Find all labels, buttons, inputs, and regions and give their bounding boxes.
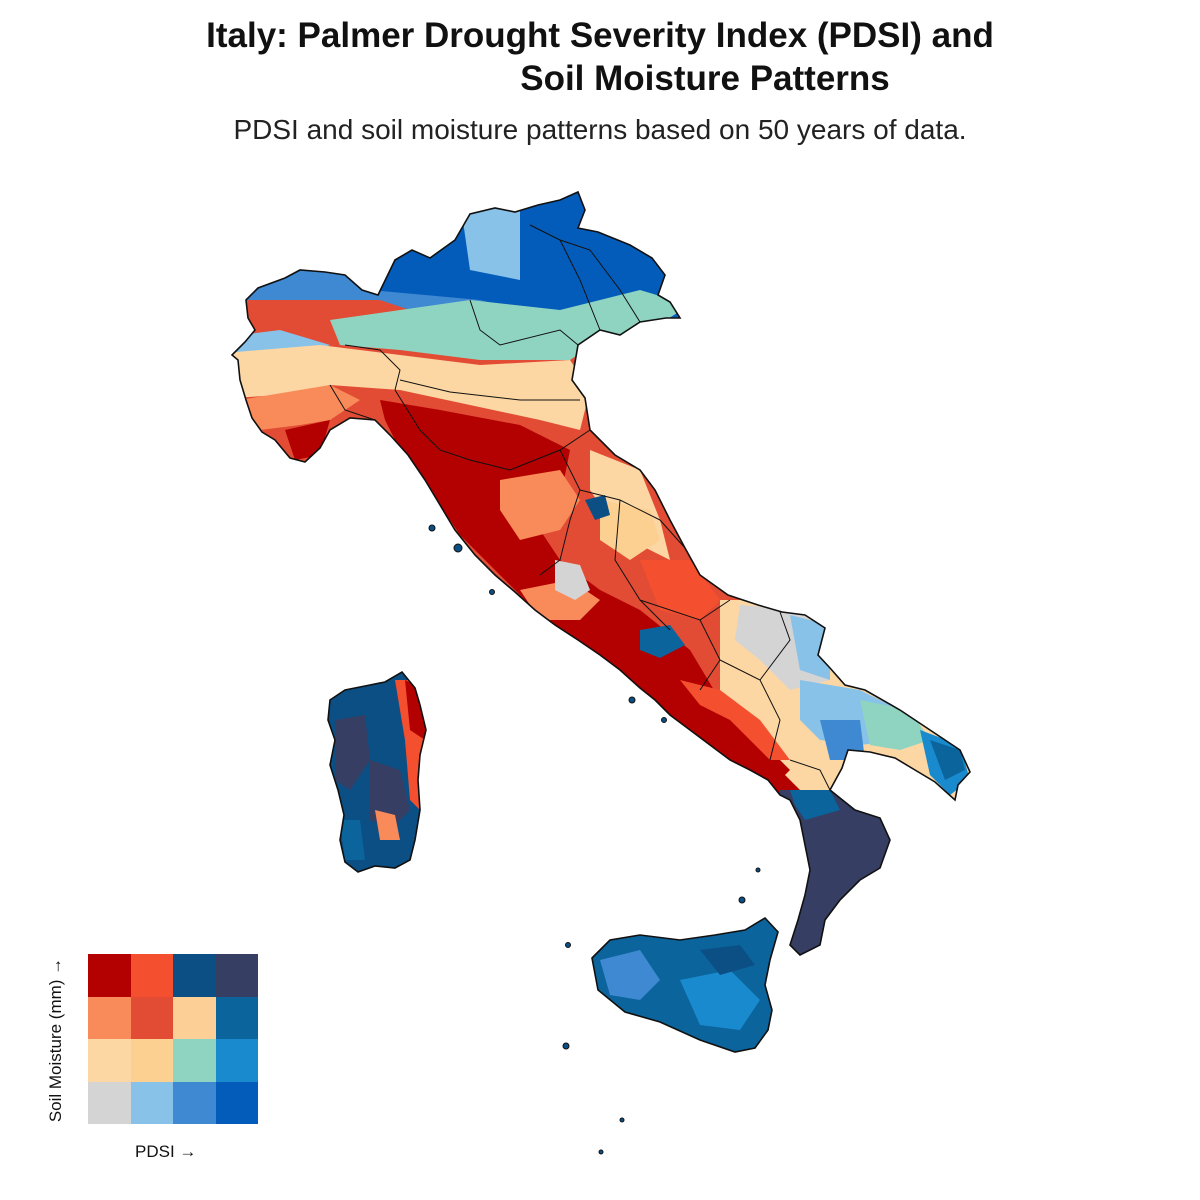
legend-y-label: Soil Moisture (mm) →: [46, 957, 65, 1123]
map-title: Italy: Palmer Drought Severity Index (PD…: [0, 14, 1200, 100]
title-line-1: Italy: Palmer Drought Severity Index (PD…: [206, 16, 994, 55]
legend-cell: [215, 954, 258, 997]
legend-cell: [215, 1039, 258, 1082]
legend-cell: [130, 1039, 173, 1082]
title-line-2: Soil Moisture Patterns: [520, 59, 890, 98]
small-islands: [428, 524, 761, 1155]
mainland-zones: [232, 192, 970, 955]
legend-cell: [173, 1081, 216, 1124]
bivariate-legend: [88, 954, 258, 1124]
sicily-zones: [592, 918, 778, 1052]
legend-cell: [215, 1081, 258, 1124]
map-subtitle: PDSI and soil moisture patterns based on…: [233, 114, 967, 145]
coastline: [230, 190, 971, 1053]
legend-cell: [88, 1039, 131, 1082]
legend-cell: [215, 996, 258, 1039]
region-borders: [329, 224, 831, 791]
legend-cell: [88, 996, 131, 1039]
legend-cell: [173, 1039, 216, 1082]
legend-cell: [88, 954, 131, 997]
legend-cell: [173, 996, 216, 1039]
legend-cell: [130, 1081, 173, 1124]
legend-cell: [130, 954, 173, 997]
legend-cell: [88, 1081, 131, 1124]
legend-cell: [173, 954, 216, 997]
legend-cell: [130, 996, 173, 1039]
sardinia-zones: [328, 672, 426, 872]
legend-x-label: PDSI →: [135, 1142, 197, 1161]
